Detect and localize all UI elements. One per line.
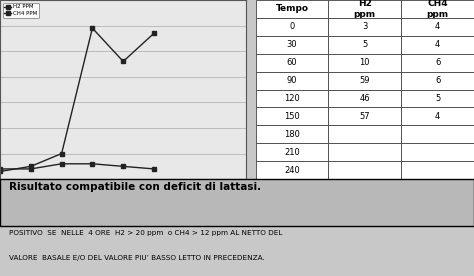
Text: Risultato compatibile con deficit di lattasi.: Risultato compatibile con deficit di lat… [9, 182, 262, 192]
Legend: H2 PPM, CH4 PPM: H2 PPM, CH4 PPM [3, 3, 39, 18]
Text: VALORE  BASALE E/O DEL VALORE PIU’ BASSO LETTO IN PRECEDENZA.: VALORE BASALE E/O DEL VALORE PIU’ BASSO … [9, 255, 265, 261]
Text: POSITIVO  SE  NELLE  4 ORE  H2 > 20 ppm  o CH4 > 12 ppm AL NETTO DEL: POSITIVO SE NELLE 4 ORE H2 > 20 ppm o CH… [9, 230, 283, 235]
X-axis label: TEMPO: TEMPO [107, 191, 140, 200]
FancyBboxPatch shape [0, 179, 474, 226]
